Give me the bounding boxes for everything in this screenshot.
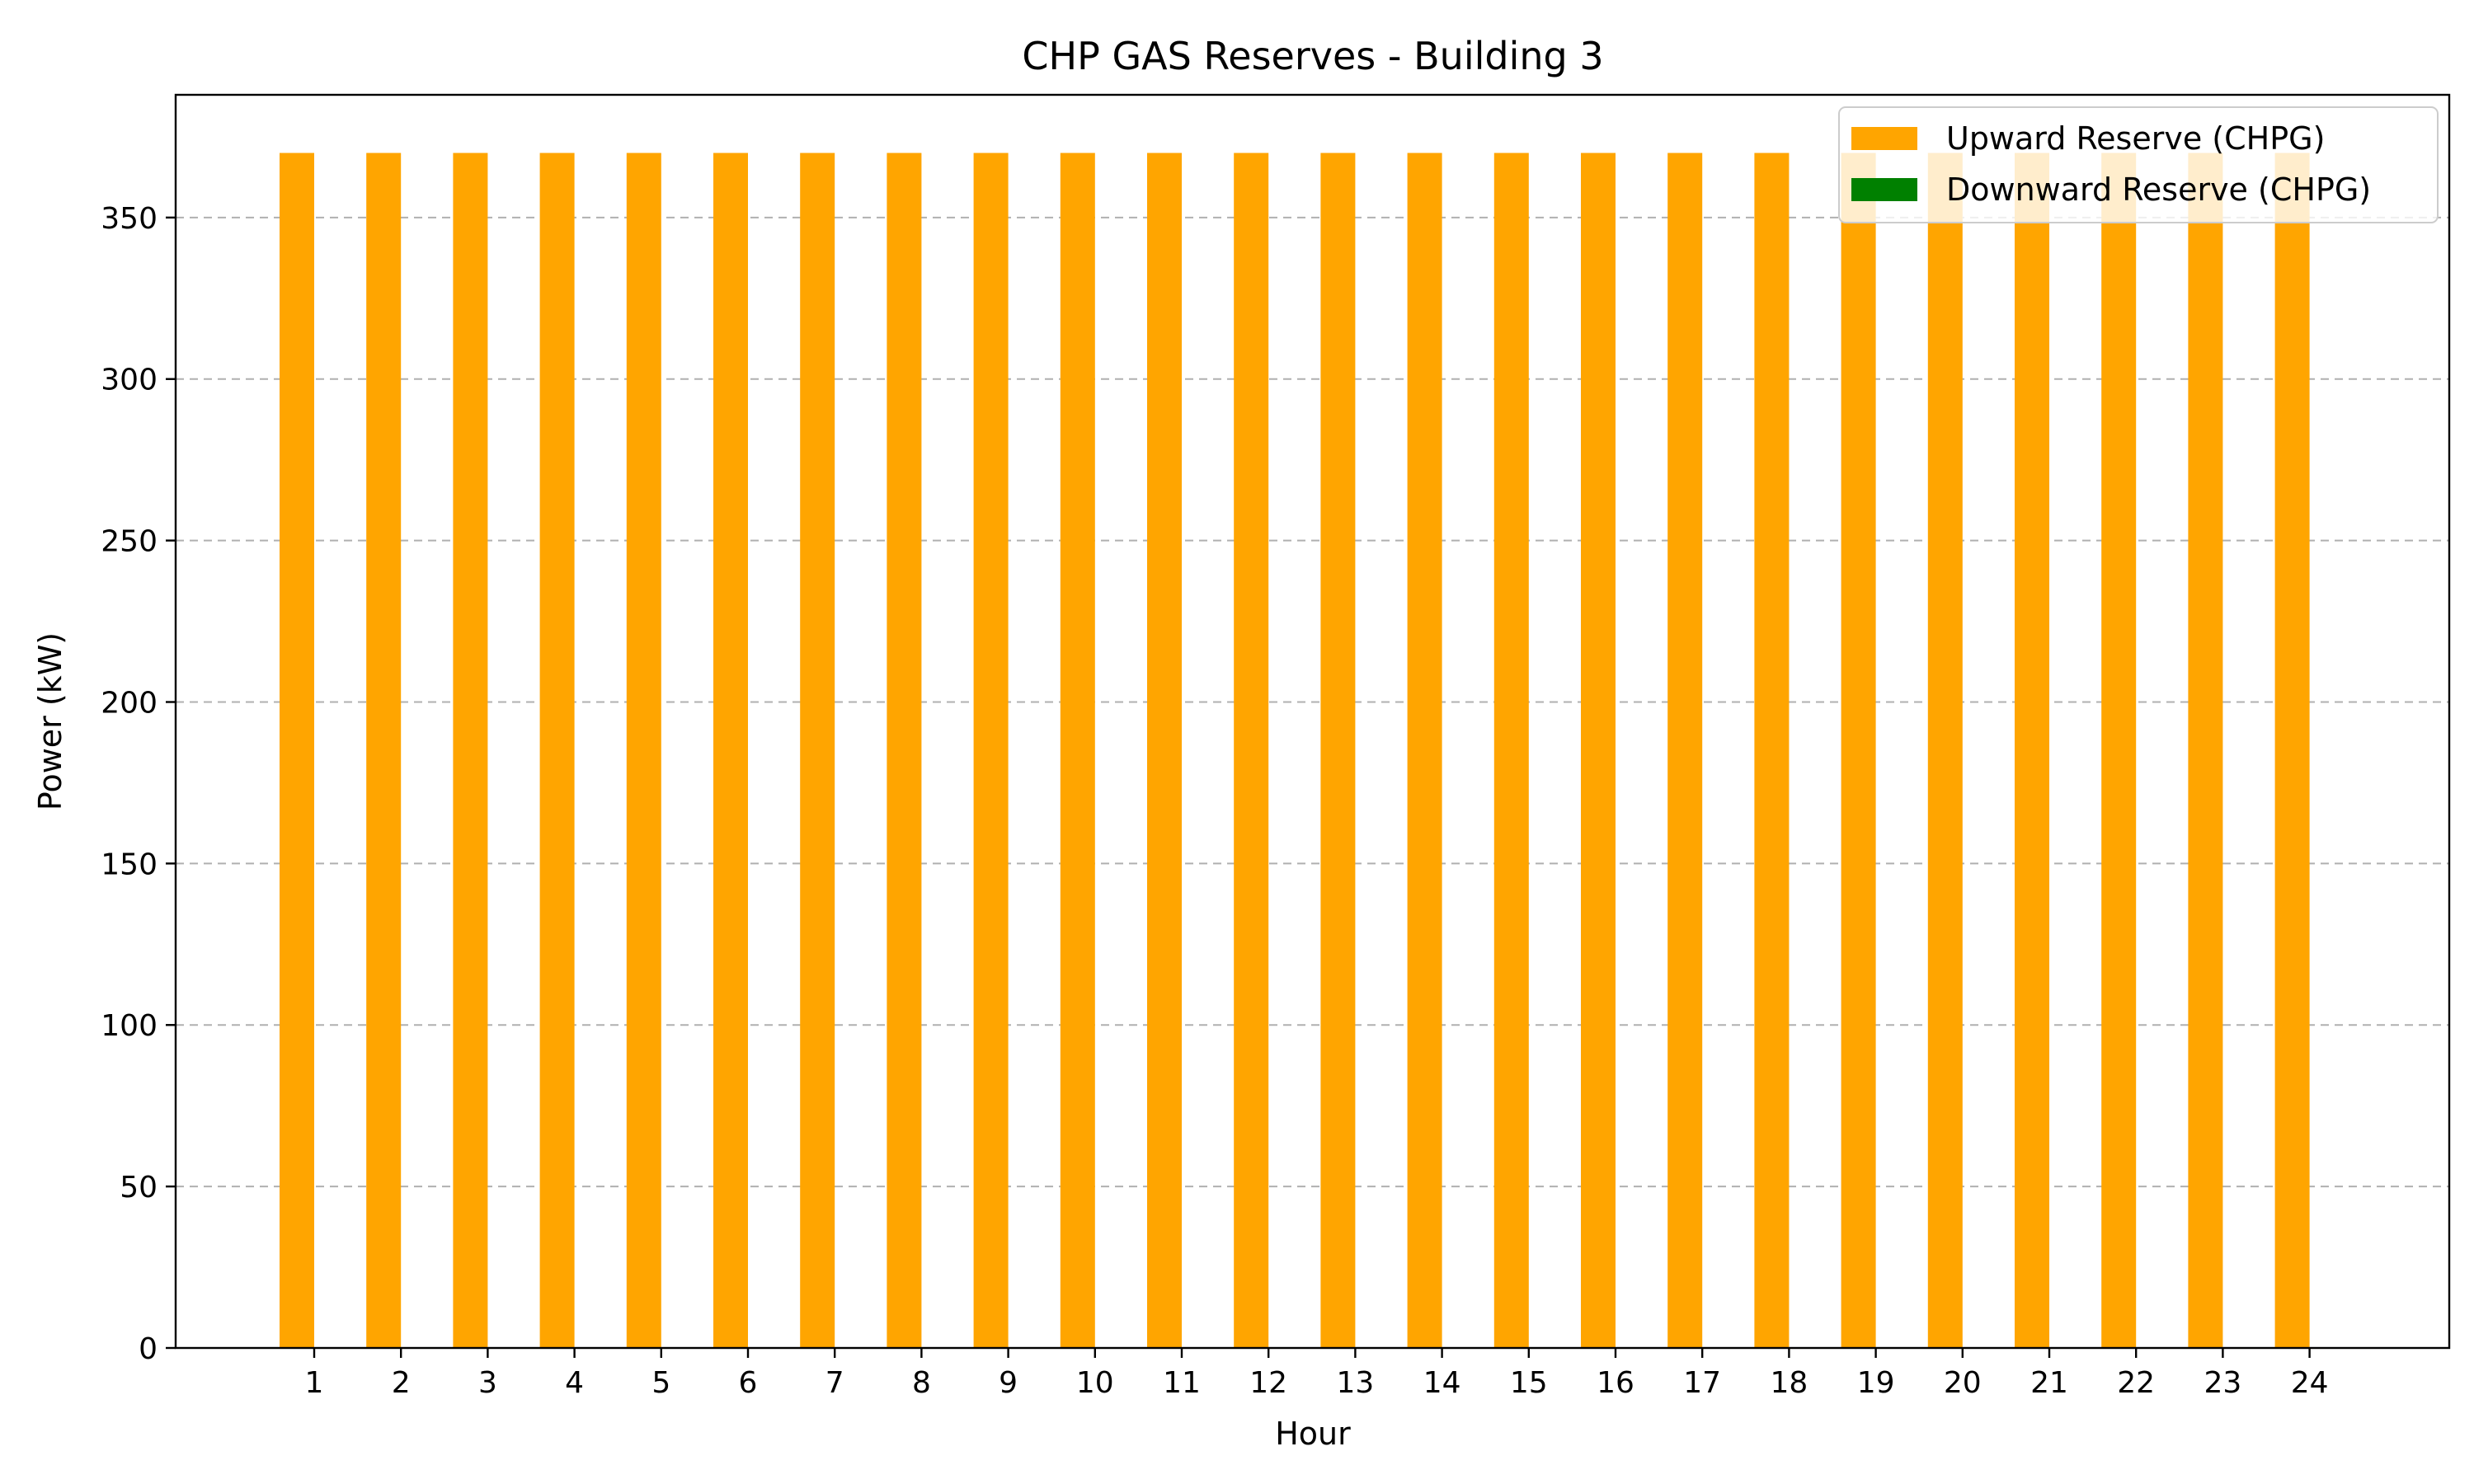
bar-upward-reserve — [1927, 153, 1963, 1348]
y-tick-label: 300 — [101, 364, 158, 397]
x-tick-label: 4 — [565, 1366, 584, 1400]
x-tick-label: 23 — [2204, 1366, 2241, 1400]
bar-upward-reserve — [366, 153, 402, 1348]
x-tick-label: 8 — [912, 1366, 931, 1400]
bar-upward-reserve — [1841, 153, 1876, 1348]
bar-upward-reserve — [2101, 153, 2137, 1348]
chart-title: CHP GAS Reserves - Building 3 — [1022, 34, 1603, 78]
y-tick-label: 350 — [101, 202, 158, 236]
y-tick-label: 200 — [101, 686, 158, 720]
x-tick-label: 1 — [305, 1366, 324, 1400]
y-tick-label: 50 — [120, 1171, 158, 1205]
x-tick-label: 6 — [739, 1366, 758, 1400]
bar-upward-reserve — [887, 153, 922, 1348]
bar-upward-reserve — [1667, 153, 1703, 1348]
x-tick-label: 14 — [1423, 1366, 1461, 1400]
bar-upward-reserve — [1320, 153, 1356, 1348]
y-tick-label: 250 — [101, 525, 158, 559]
y-tick-label: 150 — [101, 848, 158, 881]
x-tick-label: 17 — [1683, 1366, 1721, 1400]
plot-frame — [174, 93, 2451, 1350]
bar-upward-reserve — [626, 153, 661, 1348]
x-tick-label: 22 — [2117, 1366, 2155, 1400]
x-tick-label: 19 — [1857, 1366, 1895, 1400]
bar-upward-reserve — [800, 153, 835, 1348]
x-tick-label: 21 — [2030, 1366, 2068, 1400]
bar-upward-reserve — [2015, 153, 2049, 1348]
bar-upward-reserve — [2188, 153, 2223, 1348]
x-tick-label: 18 — [1770, 1366, 1808, 1400]
x-tick-label: 2 — [392, 1366, 411, 1400]
legend-label-downward: Downward Reserve (CHPG) — [1946, 171, 2371, 208]
bar-upward-reserve — [1754, 153, 1790, 1348]
y-axis-title: Power (kW) — [32, 632, 68, 810]
x-tick-label: 11 — [1163, 1366, 1201, 1400]
x-tick-label: 5 — [651, 1366, 670, 1400]
legend: Upward Reserve (CHPG) Downward Reserve (… — [1838, 106, 2439, 223]
bars — [280, 153, 2310, 1348]
x-tick-label: 12 — [1249, 1366, 1287, 1400]
bar-upward-reserve — [1060, 153, 1095, 1348]
x-tick-label: 7 — [825, 1366, 844, 1400]
bar-upward-reserve — [453, 153, 488, 1348]
y-axis: 0 50 100 150 200 250 300 350 — [101, 202, 176, 1366]
x-tick-label: 16 — [1597, 1366, 1634, 1400]
bar-upward-reserve — [1493, 153, 1529, 1348]
y-tick-label: 100 — [101, 1009, 158, 1043]
legend-label-upward: Upward Reserve (CHPG) — [1946, 120, 2325, 157]
x-tick-label: 24 — [2291, 1366, 2329, 1400]
x-tick-label: 9 — [999, 1366, 1018, 1400]
x-tick-label: 15 — [1510, 1366, 1548, 1400]
y-tick-label: 0 — [139, 1332, 158, 1366]
bar-upward-reserve — [1234, 153, 1269, 1348]
x-tick-label: 3 — [478, 1366, 497, 1400]
bar-upward-reserve — [1407, 153, 1442, 1348]
x-tick-label: 13 — [1336, 1366, 1374, 1400]
bar-upward-reserve — [280, 153, 314, 1348]
x-axis: 1 2 3 4 5 6 7 8 9 10 11 12 13 14 15 16 17 18 19 20 21 22 23 24 — [305, 1348, 2329, 1400]
legend-swatch-downward — [1851, 178, 1917, 201]
bar-upward-reserve — [1147, 153, 1182, 1348]
x-tick-label: 20 — [1944, 1366, 1982, 1400]
bar-upward-reserve — [713, 153, 748, 1348]
bar-upward-reserve — [539, 153, 575, 1348]
bar-upward-reserve — [973, 153, 1009, 1348]
x-axis-title: Hour — [1275, 1416, 1351, 1452]
legend-swatch-upward — [1851, 127, 1917, 150]
bar-upward-reserve — [1581, 153, 1616, 1348]
bar-upward-reserve — [2274, 153, 2310, 1348]
x-tick-label: 10 — [1076, 1366, 1114, 1400]
legend-box — [1838, 106, 2439, 223]
